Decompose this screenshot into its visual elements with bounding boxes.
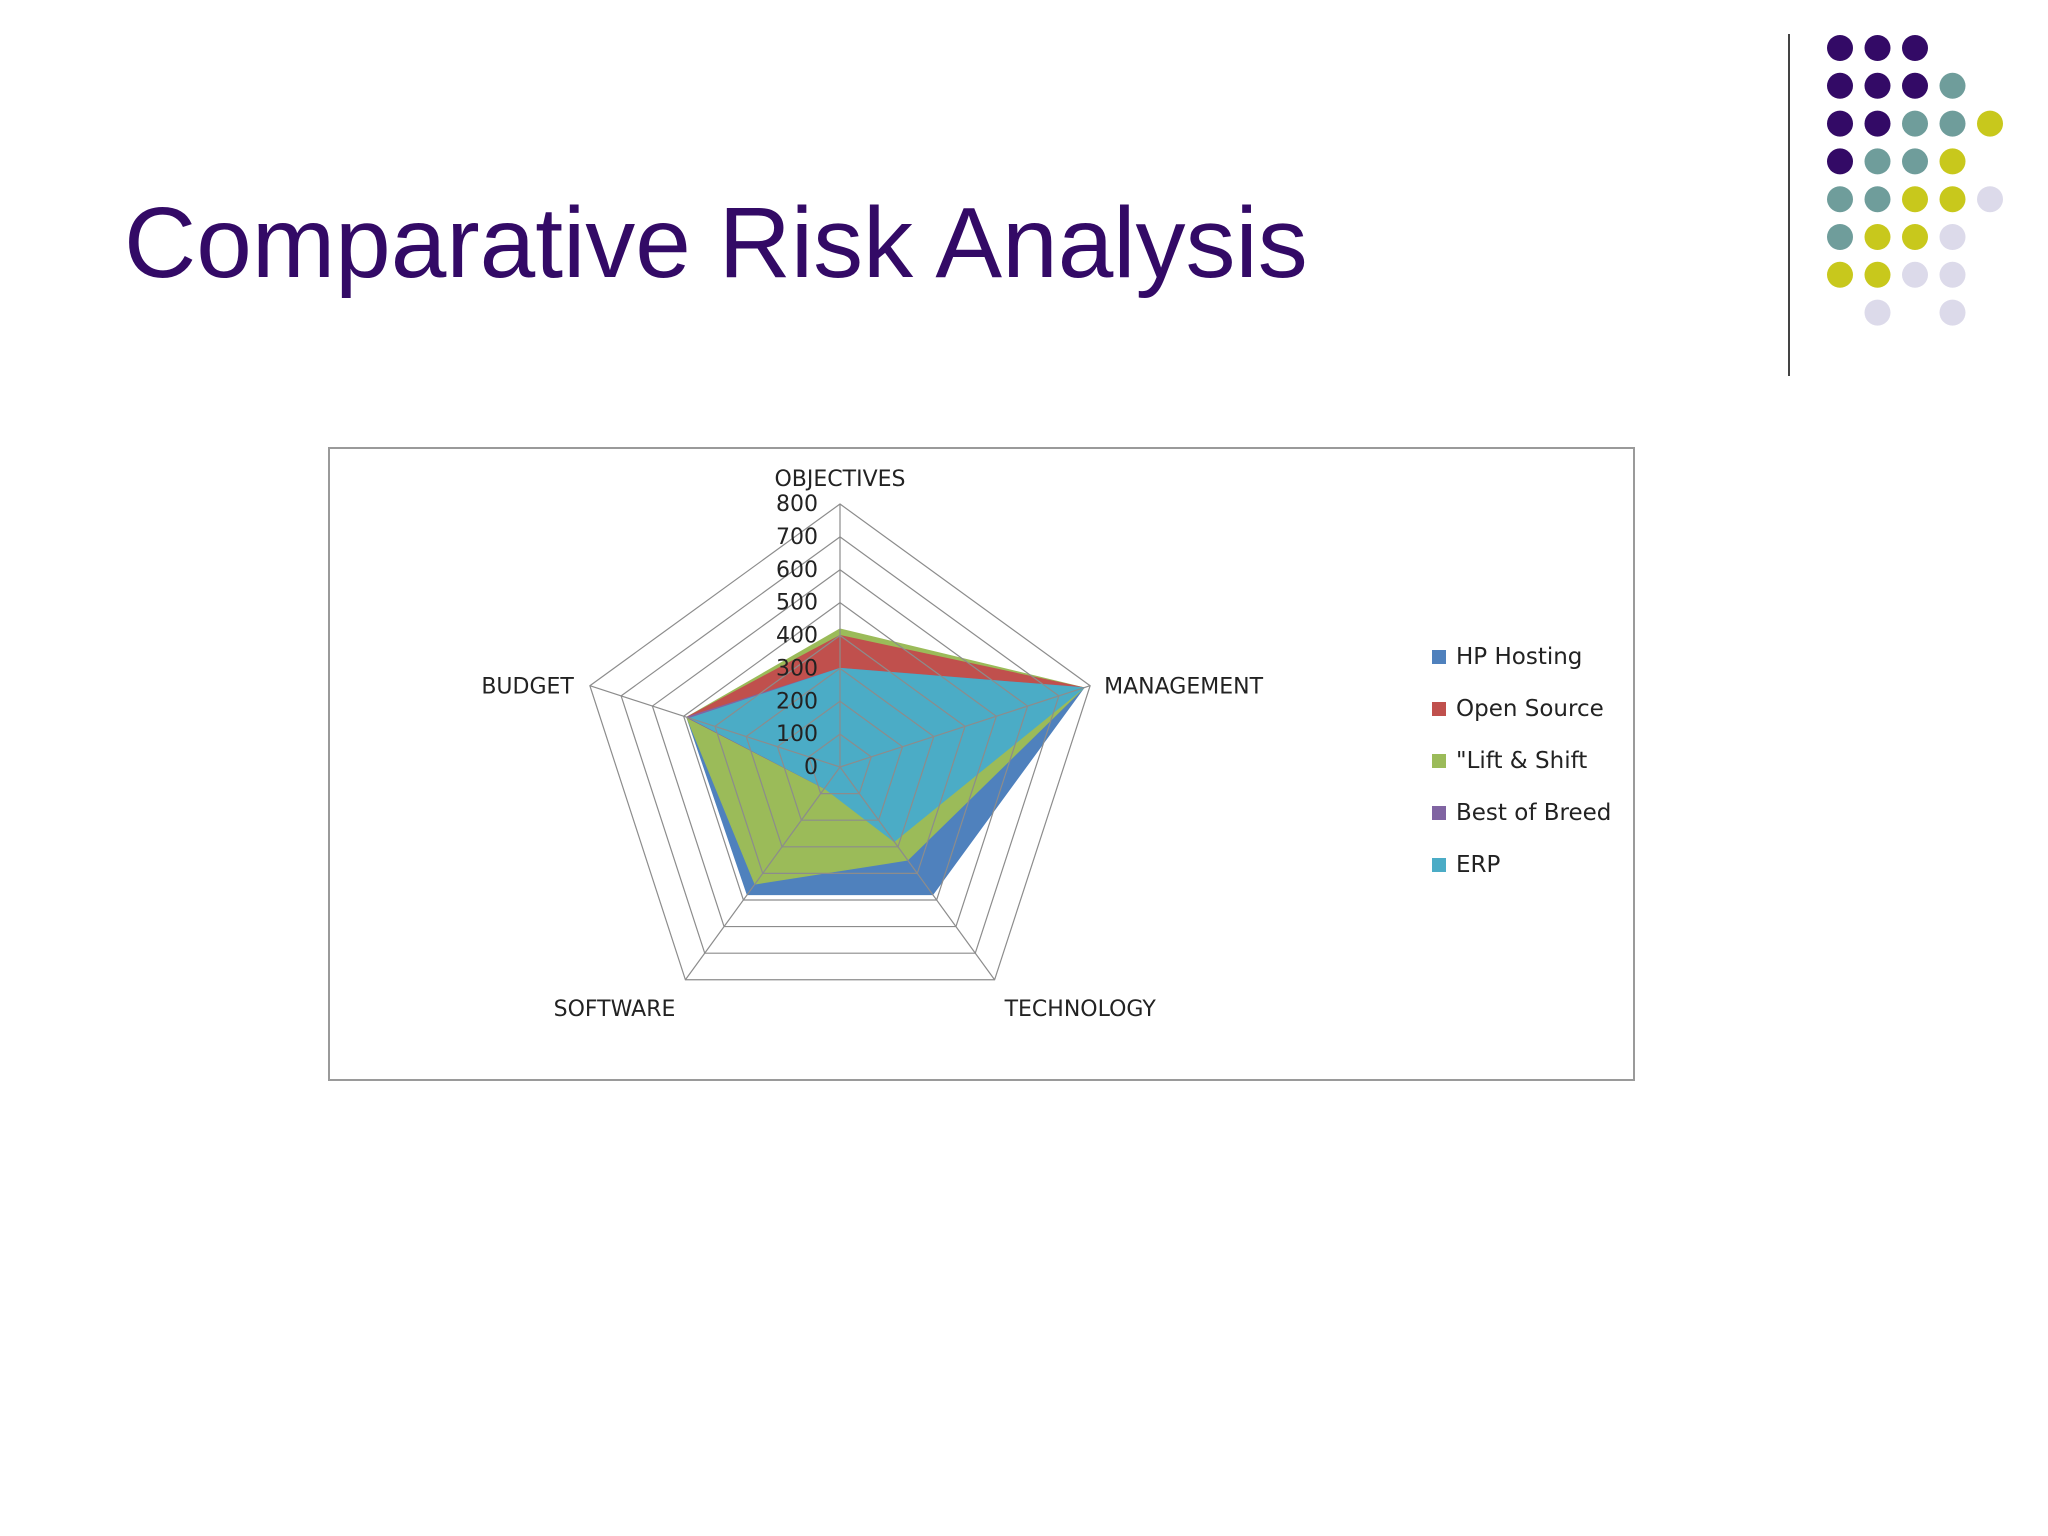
grid-ring: [714, 634, 966, 874]
decorative-dot: [1902, 72, 1928, 99]
decorative-dot: [1864, 110, 1891, 137]
decorative-dot: [1864, 186, 1891, 213]
tick-label: 600: [776, 558, 818, 583]
decorative-dot: [1939, 299, 1966, 326]
decorative-dot: [1939, 261, 1966, 288]
decorative-dot: [1827, 186, 1853, 213]
decorative-dot: [1977, 186, 2003, 213]
legend-entry: "Lift & Shift: [1456, 748, 1587, 774]
tick-label: 100: [776, 722, 818, 747]
decorative-dot: [1902, 186, 1928, 213]
grid-ring: [589, 503, 1091, 981]
axis-label: OBJECTIVES: [774, 467, 905, 492]
legend-swatch: [1432, 650, 1446, 664]
legend-entry: HP Hosting: [1456, 644, 1582, 670]
legend-swatch: [1432, 858, 1446, 872]
legend-swatch: [1432, 754, 1446, 768]
chart-frame: 800 700 600 500 400 300 200 100 0 OBJECTIVES MANAG…: [328, 447, 1635, 1081]
grid-ring: [808, 733, 872, 795]
tick-label: 200: [776, 689, 818, 714]
grid-ring: [776, 700, 904, 821]
decorative-dot-grid: [1827, 35, 2003, 326]
tick-label: 800: [776, 492, 818, 517]
decorative-dot: [1864, 299, 1891, 326]
grid-ring: [682, 601, 998, 901]
decorative-dot: [1939, 72, 1966, 99]
tick-label: 500: [776, 591, 818, 616]
tick-label: 400: [776, 624, 818, 649]
decorative-dot: [1827, 261, 1853, 288]
axis-label: SOFTWARE: [554, 997, 676, 1022]
decorative-dot: [1864, 261, 1891, 288]
decorative-dot: [1864, 224, 1891, 250]
decorative-dot: [1864, 148, 1891, 175]
decorative-dot: [1827, 35, 1853, 61]
legend-entry: Open Source: [1456, 696, 1604, 722]
decorative-dot: [1939, 110, 1966, 137]
tick-label: 0: [804, 755, 818, 780]
axis-spoke: [589, 685, 841, 768]
grid-ring: [620, 536, 1060, 954]
axis-spoke: [839, 685, 1091, 768]
decorative-dot: [1827, 148, 1853, 175]
axis-spoke: [684, 766, 841, 981]
decorative-dot: [1939, 186, 1966, 213]
decorative-dot: [1977, 110, 2003, 137]
grid-ring: [651, 569, 1029, 928]
decorative-dot: [1864, 72, 1891, 99]
legend-entry: ERP: [1456, 852, 1501, 878]
decorative-dot: [1902, 148, 1928, 175]
decorative-dot: [1902, 224, 1928, 250]
legend-swatch: [1432, 806, 1446, 820]
decorative-dot: [1939, 224, 1966, 250]
decorative-dot: [1939, 148, 1966, 175]
axis-label: TECHNOLOGY: [1004, 997, 1157, 1022]
radar-chart: 800 700 600 500 400 300 200 100 0 OBJECTIVES MANAG…: [481, 467, 1611, 1022]
slide-title: Comparative Risk Analysis: [124, 187, 1308, 299]
decorative-dot: [1902, 110, 1928, 137]
decorative-dot: [1827, 110, 1853, 137]
decorative-dot: [1827, 72, 1853, 99]
decorative-dot: [1902, 35, 1928, 61]
legend-swatch: [1432, 702, 1446, 716]
grid-ring: [745, 667, 935, 848]
decorative-dot: [1864, 35, 1891, 61]
axis-spoke: [839, 766, 996, 981]
decorative-dot: [1902, 261, 1928, 288]
axis-label: MANAGEMENT: [1104, 675, 1263, 700]
decorative-dot: [1827, 224, 1853, 250]
legend-entry: Best of Breed: [1456, 800, 1611, 826]
tick-label: 300: [776, 656, 818, 681]
tick-label: 700: [776, 525, 818, 550]
title-divider: [1788, 34, 1790, 376]
axis-label: BUDGET: [481, 675, 574, 700]
